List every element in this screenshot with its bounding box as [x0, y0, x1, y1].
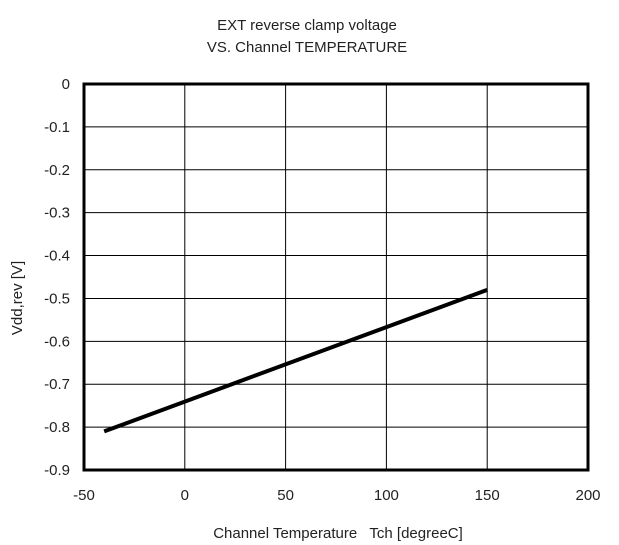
x-tick-label: 200 [575, 487, 600, 504]
y-tick-label: 0 [62, 76, 70, 93]
x-axis-label: Channel Temperature Tch [degreeC] [213, 525, 463, 542]
x-tick-label: 100 [374, 487, 399, 504]
y-tick-label: -0.9 [44, 462, 70, 479]
y-tick-label: -0.6 [44, 333, 70, 350]
y-tick-label: -0.8 [44, 419, 70, 436]
x-tick-label: 150 [475, 487, 500, 504]
series-layer [103, 287, 488, 434]
plot-frame [82, 82, 590, 472]
y-tick-label: -0.1 [44, 119, 70, 136]
y-tick-label: -0.2 [44, 162, 70, 179]
y-tick-label: -0.4 [44, 248, 70, 265]
x-tick-labels: -50 0 50 100 150 200 [73, 487, 600, 504]
chart-title-line-1: EXT reverse clamp voltage [217, 17, 397, 34]
y-tick-label: -0.7 [44, 376, 70, 393]
x-tick-label: 50 [277, 487, 294, 504]
y-tick-label: -0.3 [44, 205, 70, 222]
y-tick-label: -0.5 [44, 290, 70, 307]
series-line-0 [103, 287, 488, 434]
chart-title-line-2: VS. Channel TEMPERATURE [207, 39, 407, 56]
x-tick-label: -50 [73, 487, 95, 504]
y-tick-labels: 0 -0.1 -0.2 -0.3 -0.4 -0.5 -0.6 -0.7 -0.8 -0.9 [44, 76, 70, 479]
x-tick-label: 0 [181, 487, 189, 504]
y-axis-label: Vdd,rev [V] [9, 261, 26, 335]
